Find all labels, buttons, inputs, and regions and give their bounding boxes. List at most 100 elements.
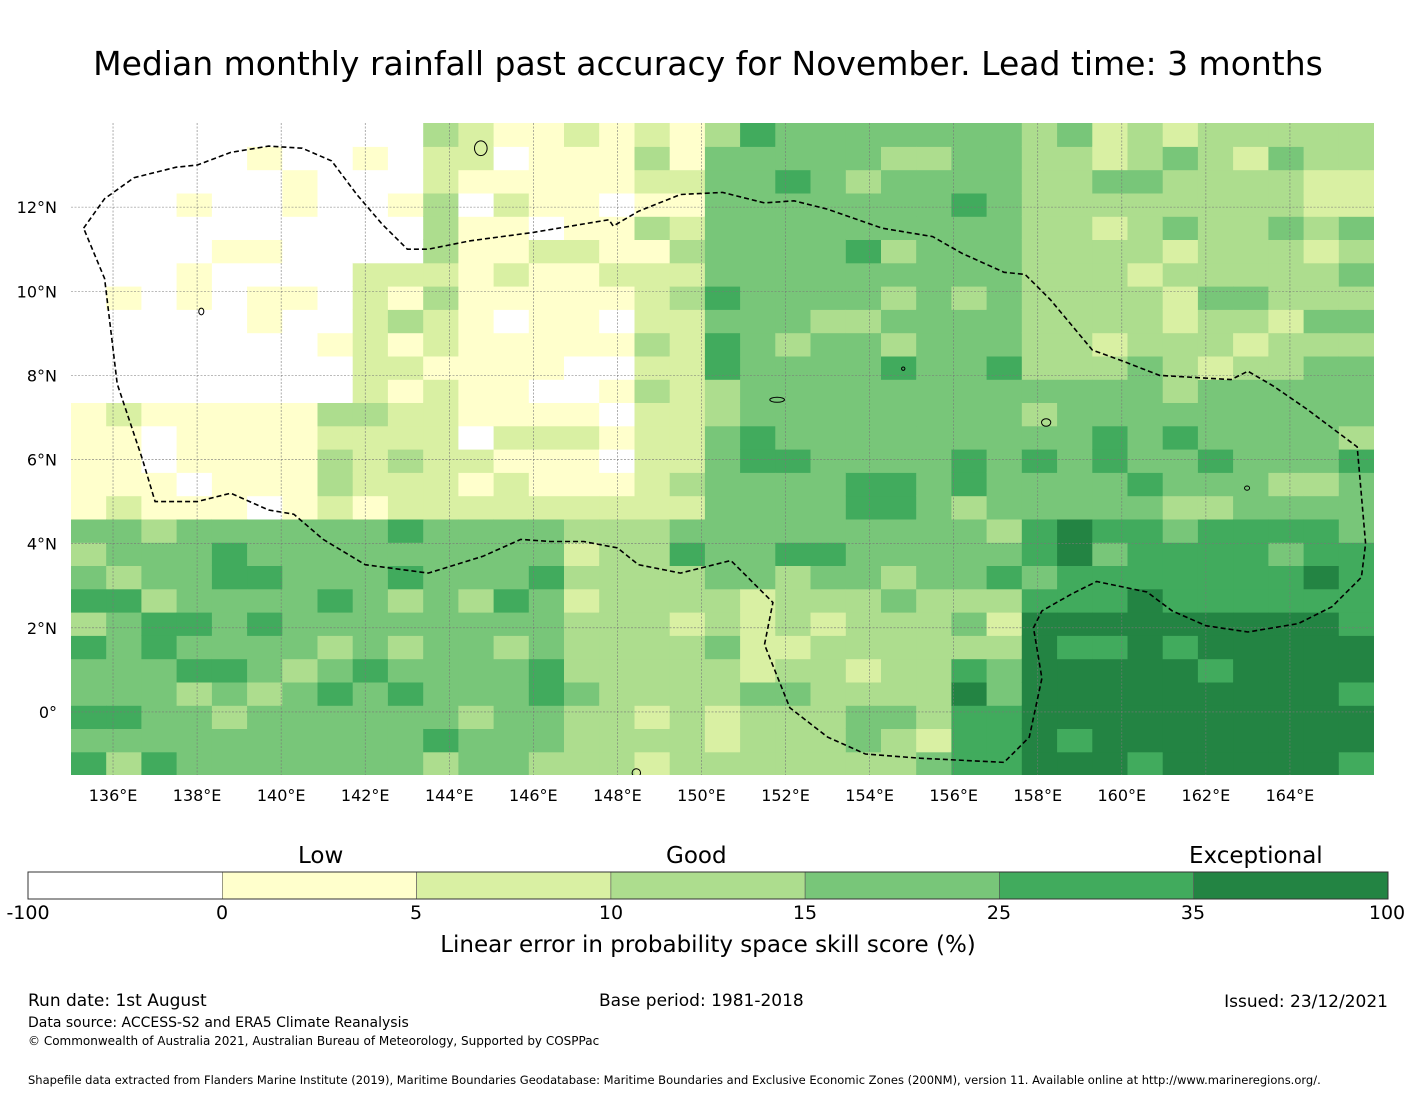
skill-cell: [1127, 588, 1164, 613]
skill-cell: [211, 681, 248, 706]
skill-cell: [458, 146, 495, 171]
skill-cell: [1021, 565, 1058, 590]
skill-cell: [1057, 146, 1093, 171]
skill-cell: [1057, 542, 1093, 566]
skill-cell: [1303, 635, 1340, 660]
skill-cell: [669, 425, 706, 450]
skill-cell: [599, 588, 635, 613]
skill-cell: [1338, 728, 1374, 753]
skill-cell: [704, 518, 741, 543]
skill-cell: [141, 286, 178, 310]
skill-cell: [951, 286, 988, 310]
skill-cell: [1057, 565, 1093, 590]
skill-cell: [740, 705, 776, 729]
skill-cell: [1268, 728, 1305, 753]
skill-cell: [352, 449, 389, 473]
skill-cell: [916, 402, 952, 427]
skill-cell: [282, 286, 319, 310]
skill-cell: [916, 239, 952, 264]
skill-cell: [599, 309, 635, 334]
skill-cell: [247, 309, 283, 334]
skill-cell: [881, 705, 917, 729]
skill-cell: [176, 169, 213, 194]
skill-cell: [528, 309, 565, 334]
skill-cell: [352, 309, 389, 334]
skill-cell: [1127, 542, 1164, 566]
skill-cell: [352, 402, 389, 427]
colorbar: [27, 871, 1389, 900]
colorbar-segment: [416, 871, 612, 900]
skill-cell: [986, 425, 1023, 450]
skill-cell: [493, 751, 530, 775]
skill-cell: [1162, 518, 1199, 543]
skill-cell: [106, 332, 142, 357]
skill-cell: [951, 681, 988, 706]
skill-cell: [317, 402, 354, 427]
skill-cell: [141, 518, 178, 543]
skill-cell: [176, 565, 213, 590]
skill-cell: [1303, 355, 1340, 380]
skill-cell: [247, 146, 283, 171]
skill-cell: [71, 472, 107, 497]
skill-cell: [881, 169, 917, 194]
skill-cell: [71, 262, 107, 287]
skill-cell: [247, 658, 283, 683]
skill-cell: [247, 681, 283, 706]
skill-cell: [423, 169, 459, 194]
skill-cell: [106, 472, 142, 497]
skill-cell: [458, 332, 495, 357]
skill-cell: [493, 658, 530, 683]
skill-cell: [775, 495, 812, 520]
skill-cell: [528, 635, 565, 660]
skill-cell: [1338, 612, 1374, 636]
skill-cell: [1233, 402, 1269, 427]
skill-cell: [775, 635, 812, 660]
skill-cell: [247, 262, 283, 287]
skill-cell: [1021, 379, 1058, 403]
skill-cell: [1338, 705, 1374, 729]
skill-cell: [458, 495, 495, 520]
skill-cell: [387, 379, 424, 403]
skill-cell: [599, 495, 635, 520]
latitude-label: 10°N: [17, 282, 57, 301]
skill-cell: [387, 309, 424, 334]
skill-cell: [704, 262, 741, 287]
skill-cell: [282, 518, 319, 543]
skill-cell: [528, 495, 565, 520]
skill-cell: [810, 751, 847, 775]
skill-cell: [634, 472, 671, 497]
skill-cell: [740, 123, 776, 147]
skill-cell: [1092, 146, 1129, 171]
skill-cell: [1268, 449, 1305, 473]
skill-cell: [528, 402, 565, 427]
skill-cell: [176, 542, 213, 566]
skill-cell: [1233, 123, 1269, 147]
skill-cell: [1021, 728, 1058, 753]
skill-cell: [986, 635, 1023, 660]
skill-cell: [106, 309, 142, 334]
skill-cell: [810, 192, 847, 217]
skill-cell: [775, 449, 812, 473]
skill-cell: [317, 705, 354, 729]
skill-cell: [810, 612, 847, 636]
skill-cell: [564, 495, 600, 520]
skill-cell: [106, 751, 142, 775]
skill-cell: [1303, 705, 1340, 729]
skill-cell: [387, 472, 424, 497]
skill-cell: [352, 705, 389, 729]
skill-cell: [810, 262, 847, 287]
skill-cell: [1127, 635, 1164, 660]
skill-cell: [458, 751, 495, 775]
skill-cell: [317, 518, 354, 543]
skill-cell: [71, 495, 107, 520]
skill-cell: [528, 681, 565, 706]
skill-cell: [1127, 332, 1164, 357]
skill-cell: [141, 449, 178, 473]
skill-cell: [176, 449, 213, 473]
skill-cell: [423, 449, 459, 473]
skill-cell: [1162, 612, 1199, 636]
skill-cell: [1303, 542, 1340, 566]
skill-cell: [775, 262, 812, 287]
latitude-label: 8°N: [27, 366, 57, 385]
skill-cell: [423, 495, 459, 520]
